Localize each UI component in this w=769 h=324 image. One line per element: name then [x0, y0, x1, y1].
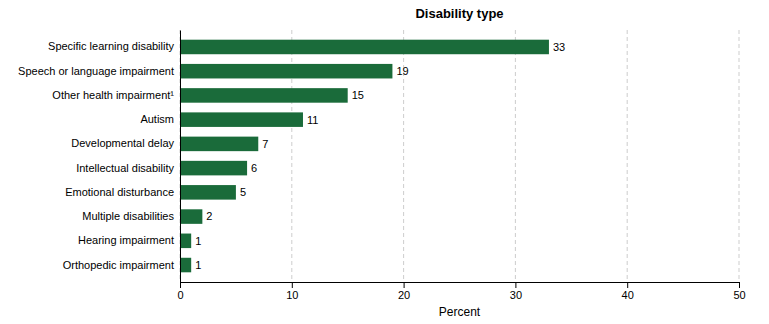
data-labels: 11256711151933 — [195, 41, 565, 271]
bar — [180, 112, 303, 127]
chart-svg: 0 10 20 30 40 50 Orthopedic impairment Hearing … — [0, 0, 769, 324]
grid-line — [180, 30, 181, 282]
tick: 40 — [622, 282, 634, 301]
tick: Hearing impairment — [78, 234, 174, 246]
tick: Speech or language impairment — [18, 65, 174, 77]
tick-label: Multiple disabilities — [82, 210, 174, 222]
grid-line — [515, 30, 516, 282]
tick-label: Specific learning disability — [48, 40, 174, 52]
grid — [180, 30, 739, 282]
bar — [180, 234, 191, 249]
tick-label: Autism — [140, 113, 174, 125]
axis-domain — [180, 31, 181, 283]
y-axis: Orthopedic impairment Hearing impairment M… — [18, 31, 180, 283]
tick: Developmental delay — [71, 137, 174, 149]
bars — [180, 40, 549, 273]
tick-mark — [515, 282, 516, 288]
tick-mark — [739, 282, 740, 288]
data-label: 33 — [553, 41, 565, 53]
tick: 0 — [177, 282, 183, 301]
tick: 10 — [286, 282, 298, 301]
bar — [180, 161, 247, 176]
tick-label: Speech or language impairment — [18, 65, 174, 77]
tick: Specific learning disability — [48, 40, 174, 52]
tick: Other health impairment¹ — [52, 89, 174, 101]
tick: Autism — [140, 113, 174, 125]
data-label: 19 — [396, 65, 408, 77]
tick-label: 20 — [398, 289, 410, 301]
data-label: 6 — [251, 162, 257, 174]
tick: Multiple disabilities — [82, 210, 174, 222]
tick-label: Emotional disturbance — [65, 186, 174, 198]
tick-label: Intellectual disability — [76, 162, 174, 174]
tick: 50 — [733, 282, 745, 301]
grid-line — [627, 30, 628, 282]
tick-label: Orthopedic impairment — [63, 259, 174, 271]
tick-label: Other health impairment¹ — [52, 89, 174, 101]
tick-mark — [404, 282, 405, 288]
axis-domain — [181, 283, 740, 289]
tick-label: 50 — [733, 289, 745, 301]
bar — [180, 40, 549, 55]
x-axis: 0 10 20 30 40 50 — [177, 282, 745, 301]
tick-label: Developmental delay — [71, 137, 174, 149]
bar — [180, 137, 258, 152]
tick-label: 0 — [177, 289, 183, 301]
grid-line — [739, 30, 740, 282]
data-label: 1 — [195, 235, 201, 247]
data-label: 5 — [240, 186, 246, 198]
bar — [180, 258, 191, 273]
data-label: 1 — [195, 259, 201, 271]
bar — [180, 88, 348, 103]
data-label: 7 — [262, 138, 268, 150]
bar — [180, 209, 202, 224]
tick-label: Hearing impairment — [78, 234, 174, 246]
plot: 0 10 20 30 40 50 Orthopedic impairment Hearing … — [18, 30, 746, 301]
data-label: 2 — [206, 210, 212, 222]
data-label: 11 — [307, 114, 318, 126]
tick: 20 — [398, 282, 410, 301]
tick-label: 10 — [286, 289, 298, 301]
title: Disability type — [415, 6, 503, 21]
tick: Intellectual disability — [76, 162, 174, 174]
tick-label: 40 — [622, 289, 634, 301]
tick: 30 — [510, 282, 522, 301]
tick-mark — [180, 282, 181, 288]
tick: Emotional disturbance — [65, 186, 174, 198]
bar — [180, 64, 392, 79]
bar — [180, 185, 236, 200]
tick-label: 30 — [510, 289, 522, 301]
tick-mark — [627, 282, 628, 288]
data-label: 15 — [352, 89, 364, 101]
tick: Orthopedic impairment — [63, 259, 174, 271]
x-axis-title: Percent — [439, 305, 481, 319]
tick-mark — [292, 282, 293, 288]
